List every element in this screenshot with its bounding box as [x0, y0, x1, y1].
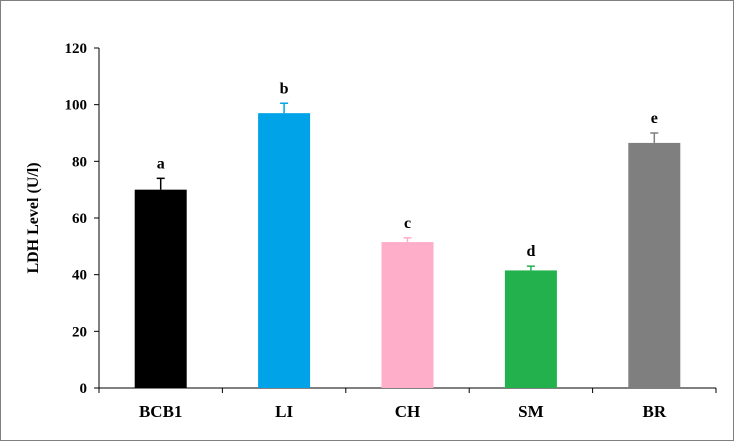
x-tick-label-sm: SM — [518, 402, 544, 421]
bar-br — [628, 142, 681, 388]
y-tick-label: 0 — [80, 381, 88, 397]
y-tick-label: 100 — [65, 98, 88, 114]
y-tick-label: 120 — [65, 41, 88, 57]
bar-li — [258, 113, 311, 389]
x-tick-label-li: LI — [275, 402, 293, 421]
y-tick-label: 80 — [72, 154, 87, 170]
y-axis-label: LDH Level (U/l) — [25, 162, 42, 273]
x-tick-label-bcb1: BCB1 — [139, 402, 182, 421]
bar-ch — [381, 242, 434, 388]
x-tick-label-ch: CH — [395, 402, 421, 421]
x-tick-label-br: BR — [642, 402, 666, 421]
bar-bcb1 — [134, 189, 187, 388]
y-tick-label: 60 — [72, 211, 87, 227]
y-tick-label: 40 — [72, 268, 87, 284]
y-axis: 0 20 40 60 80 100 120 — [65, 41, 100, 397]
x-axis: BCB1 LI CH SM BR — [98, 387, 717, 421]
significance-letter-sm: d — [526, 243, 535, 260]
significance-letter-ch: c — [404, 215, 411, 232]
significance-letter-li: b — [280, 80, 289, 97]
y-tick-label: 20 — [72, 324, 87, 340]
bars: a b c d e — [134, 80, 681, 389]
significance-letter-br: e — [651, 110, 658, 127]
significance-letter-bcb1: a — [157, 155, 165, 172]
bar-sm — [504, 270, 557, 388]
